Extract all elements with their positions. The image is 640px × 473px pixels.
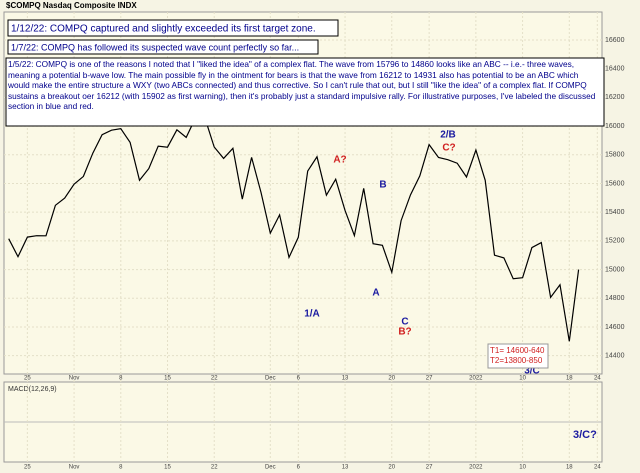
x-tick-label: 18 <box>566 465 573 471</box>
x-tick-label: 27 <box>426 376 433 382</box>
x-tick-label: 20 <box>388 465 395 471</box>
x-tick-label: 22 <box>211 465 218 471</box>
x-tick-label: 18 <box>566 376 573 382</box>
x-tick-label: 2022 <box>469 376 483 382</box>
target-text: T2=13800-850 <box>490 356 543 365</box>
wave-label: B <box>379 180 386 191</box>
x-tick-label: 25 <box>24 465 31 471</box>
x-tick-label: 13 <box>342 465 349 471</box>
y-tick-label: 15600 <box>605 180 625 187</box>
x-tick-label: Nov <box>69 465 80 471</box>
wave-label: C? <box>442 143 455 154</box>
x-tick-label: 15 <box>164 376 171 382</box>
note-box <box>5 57 605 127</box>
x-tick-label: Dec <box>265 465 276 471</box>
note-container: 1/5/22: COMPQ is one of the reasons I no… <box>8 59 596 112</box>
note-box <box>7 39 319 55</box>
x-tick-label: 24 <box>594 376 601 382</box>
x-tick-label: 20 <box>388 376 395 382</box>
wave-label: B? <box>398 327 411 338</box>
y-tick-label: 16200 <box>605 94 625 101</box>
x-tick-label: 6 <box>297 376 301 382</box>
chart-title: $COMPQ Nasdaq Composite INDX <box>6 1 137 10</box>
wave-label: 2/B <box>440 130 456 141</box>
y-tick-label: 14400 <box>605 352 625 359</box>
x-tick-label: 10 <box>519 465 526 471</box>
x-tick-label: Nov <box>69 376 80 382</box>
wave-label: A <box>372 288 379 299</box>
x-tick-label: 8 <box>119 465 123 471</box>
x-tick-label: 24 <box>594 465 601 471</box>
target-text: T1= 14600-640 <box>490 346 545 355</box>
y-tick-label: 15000 <box>605 266 625 273</box>
x-tick-label: Dec <box>265 376 276 382</box>
x-tick-label: 10 <box>519 376 526 382</box>
x-tick-label: 27 <box>426 465 433 471</box>
y-tick-label: 14600 <box>605 324 625 331</box>
y-tick-label: 16600 <box>605 37 625 44</box>
y-tick-label: 15400 <box>605 209 625 216</box>
y-tick-label: 16400 <box>605 66 625 73</box>
note-text: 1/12/22: COMPQ captured and slightly exc… <box>11 24 316 35</box>
macd-label: MACD(12,26,9) <box>8 386 57 393</box>
y-tick-label: 15200 <box>605 238 625 245</box>
wave-label: C <box>401 317 408 328</box>
wave-label: 3/C <box>524 366 540 377</box>
x-tick-label: 22 <box>211 376 218 382</box>
x-tick-label: 8 <box>119 376 123 382</box>
wave-label: 1/A <box>304 309 320 320</box>
wave-label: A? <box>333 155 346 166</box>
note-text: 1/5/22: COMPQ is one of the reasons I no… <box>8 59 596 112</box>
price-line <box>8 117 580 342</box>
x-tick-label: 25 <box>24 376 31 382</box>
x-tick-label: 6 <box>297 465 301 471</box>
x-tick-label: 2022 <box>469 465 483 471</box>
target-box <box>487 343 549 369</box>
note-text: 1/7/22: COMPQ has followed its suspected… <box>11 42 299 52</box>
x-tick-label: 15 <box>164 465 171 471</box>
y-tick-label: 15800 <box>605 152 625 159</box>
macd-note: 3/C? <box>573 429 597 441</box>
note-box <box>7 19 339 37</box>
x-tick-label: 13 <box>342 376 349 382</box>
y-tick-label: 16000 <box>605 123 625 130</box>
y-tick-label: 14800 <box>605 295 625 302</box>
